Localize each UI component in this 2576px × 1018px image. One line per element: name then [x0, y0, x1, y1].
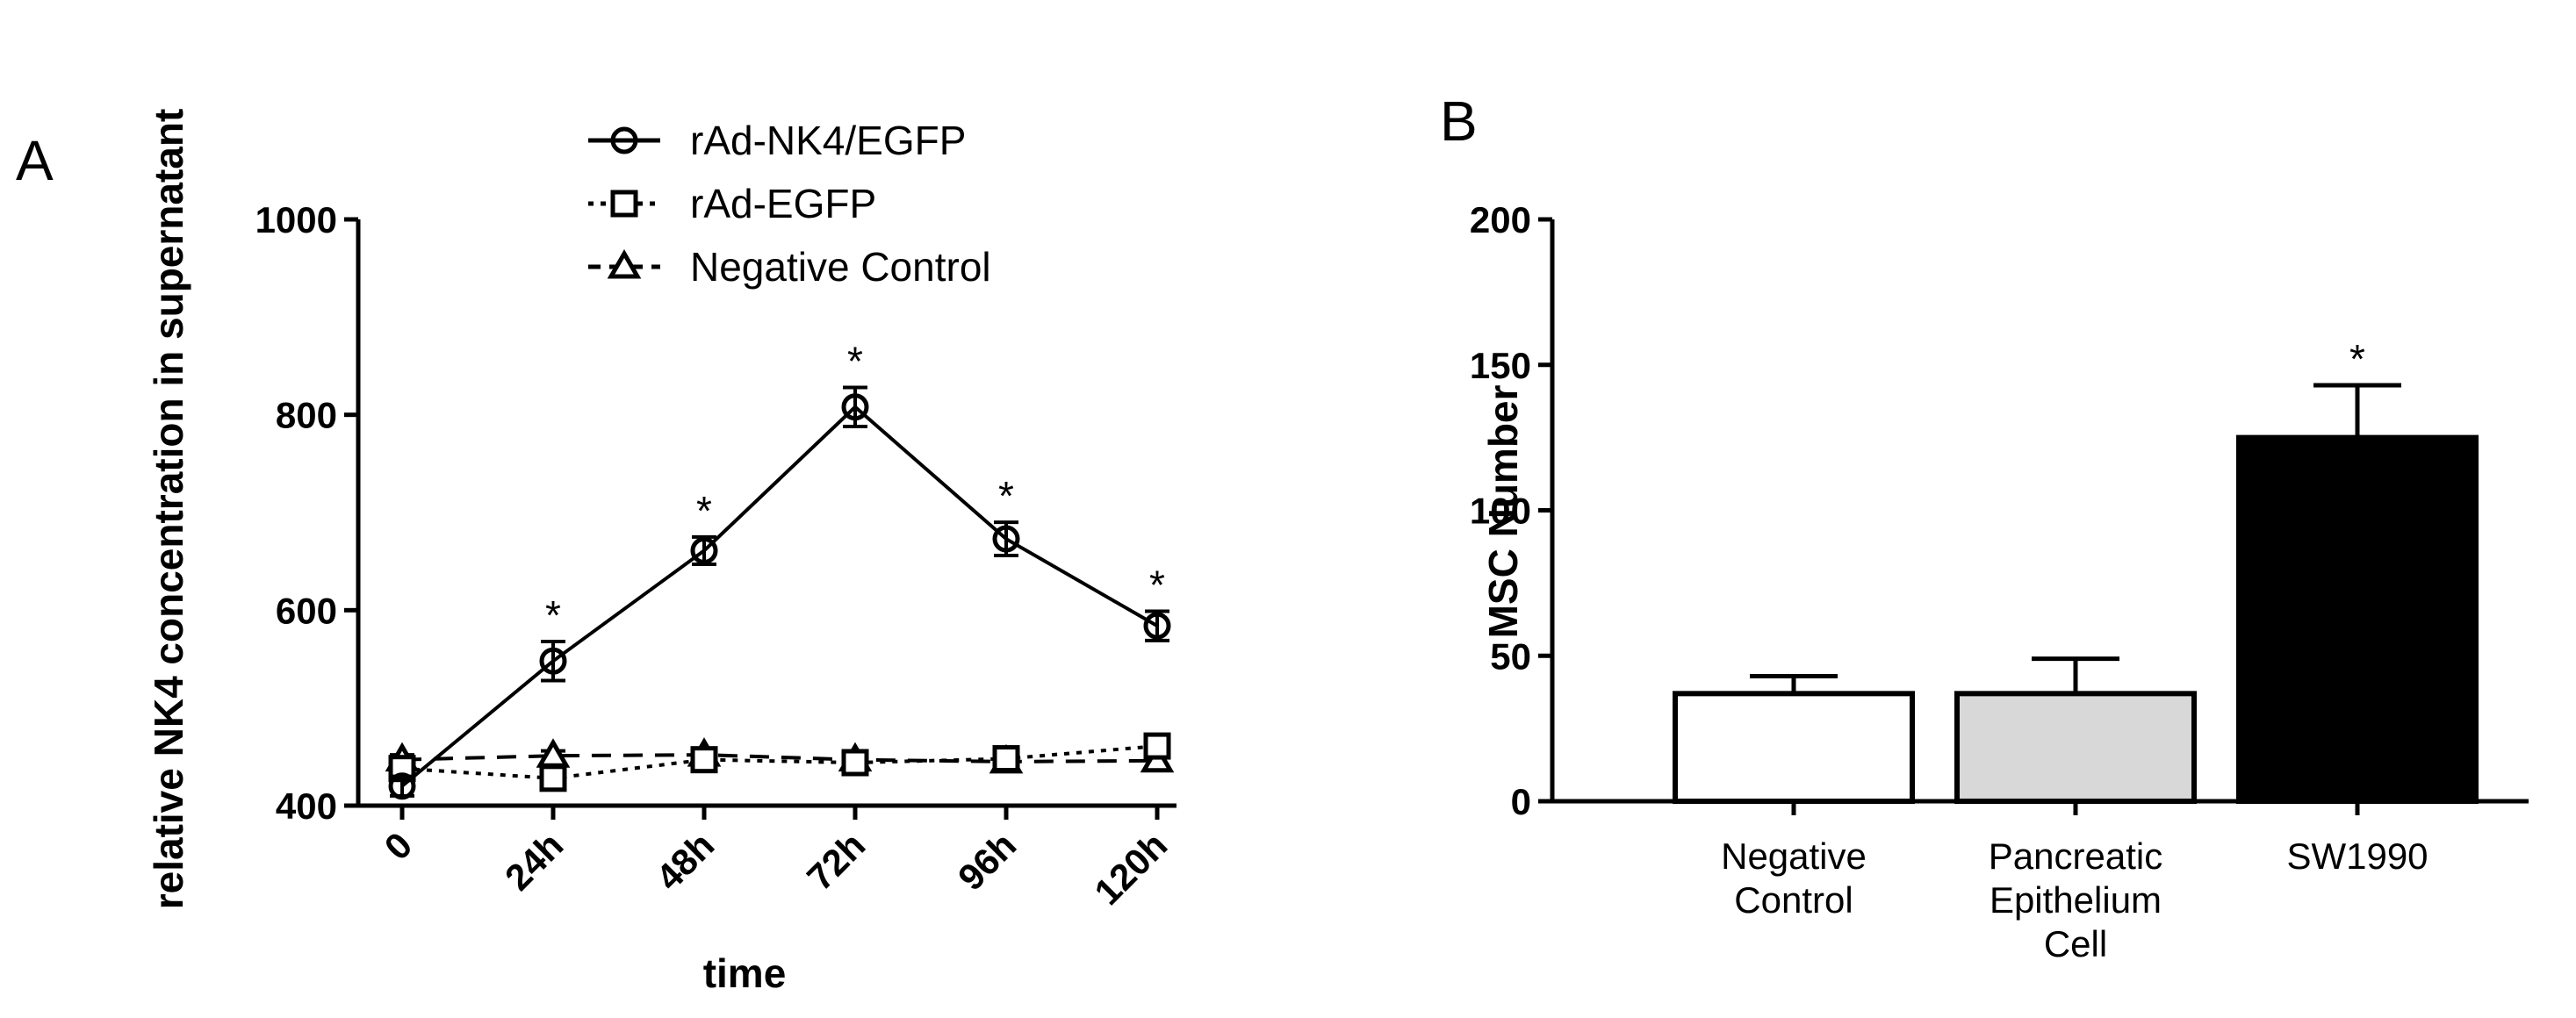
- panel-b-category-label: SW1990: [2286, 835, 2428, 877]
- panel-a-series: * * * * *: [385, 338, 1175, 800]
- legend-label-rad-nk4-egfp: rAd-NK4/EGFP: [690, 118, 966, 163]
- series-rad-nk4-egfp: * * * * *: [388, 338, 1171, 800]
- series-rad-egfp: [388, 732, 1171, 792]
- data-point-rad-egfp: [841, 749, 869, 777]
- panel-b-category-label: Cell: [2044, 923, 2107, 964]
- panel-a-x-tick-label: 96h: [950, 824, 1024, 898]
- significance-marker: *: [696, 488, 712, 534]
- significance-marker: *: [545, 592, 561, 638]
- panel-a-y-tick-label: 1000: [255, 199, 337, 240]
- series-line-rad-egfp: [401, 744, 1158, 780]
- panel-a-legend: rAd-NK4/EGFP rAd-EGFP Negative Control: [588, 118, 991, 290]
- bar: [1954, 691, 2197, 804]
- bar-group-2: SW1990 *: [2236, 336, 2479, 877]
- panel-b-bar-chart: B MSC Number 0 50 100 150 200 NegativeContro…: [1440, 90, 2529, 964]
- data-point-rad-nk4-egfp: [1143, 612, 1171, 640]
- significance-marker: *: [847, 338, 863, 384]
- panel-a-y-axis-title: relative NK4 concentration in supernatan…: [146, 109, 191, 910]
- bar: [1673, 691, 1915, 804]
- panel-a-x-axis-title: time: [703, 950, 787, 996]
- significance-marker: *: [1149, 562, 1165, 607]
- panel-b-y-tick-label: 200: [1470, 199, 1531, 240]
- panel-a-y-tick-label: 800: [276, 395, 337, 436]
- panel-b-label: B: [1440, 90, 1478, 153]
- data-point-rad-egfp: [539, 764, 567, 792]
- legend-marker-rad-nk4-egfp: [610, 126, 638, 154]
- panel-a-x-tick-label: 120h: [1086, 824, 1175, 913]
- data-point-rad-nk4-egfp: [841, 393, 869, 421]
- panel-b-category-label: Pancreatic: [1989, 835, 2162, 877]
- data-point-rad-egfp: [690, 746, 718, 774]
- panel-b-category-label: Negative: [1721, 835, 1867, 877]
- panel-a-x-tick-label: 48h: [648, 824, 722, 898]
- legend-marker-negative-control: [607, 248, 642, 279]
- legend-marker-rad-egfp: [610, 190, 638, 218]
- data-point-rad-nk4-egfp: [690, 536, 718, 564]
- series-line-rad-nk4-egfp: [400, 405, 1158, 788]
- panel-b-y-tick-label: 50: [1490, 635, 1531, 677]
- legend-label-negative-control: Negative Control: [690, 244, 991, 290]
- significance-marker: *: [2349, 336, 2365, 382]
- panel-a-y-tick-label: 600: [276, 590, 337, 631]
- panel-b-y-axis-title: MSC Number: [1480, 385, 1526, 639]
- panel-b-bars: NegativeControlPancreaticEpitheliumCellS…: [1673, 336, 2479, 964]
- data-point-rad-egfp: [992, 745, 1020, 773]
- data-point-rad-nk4-egfp: [388, 772, 416, 800]
- panel-a-x-tick-label: 72h: [799, 824, 873, 898]
- panel-b-category-label: Control: [1734, 879, 1853, 921]
- bar: [2236, 434, 2479, 804]
- data-point-rad-nk4-egfp: [539, 647, 567, 675]
- panel-a-line-chart: A relative NK4 concentration in supernat…: [16, 109, 1176, 996]
- data-point-rad-egfp: [1143, 732, 1171, 760]
- panel-a-x-tick-label: 0: [377, 824, 421, 868]
- panel-b-y-tick-label: 0: [1511, 781, 1531, 822]
- panel-b-y-tick-label: 150: [1470, 345, 1531, 386]
- panel-b-y-tick-label: 100: [1470, 491, 1531, 532]
- panel-a-y-tick-label: 400: [276, 785, 337, 827]
- significance-marker: *: [998, 473, 1014, 519]
- panel-a-x-tick-label: 24h: [497, 824, 571, 898]
- panel-a-label: A: [16, 129, 54, 192]
- legend-label-rad-egfp: rAd-EGFP: [690, 181, 876, 226]
- data-point-rad-nk4-egfp: [992, 525, 1020, 553]
- panel-b-category-label: Epithelium: [1990, 879, 2162, 921]
